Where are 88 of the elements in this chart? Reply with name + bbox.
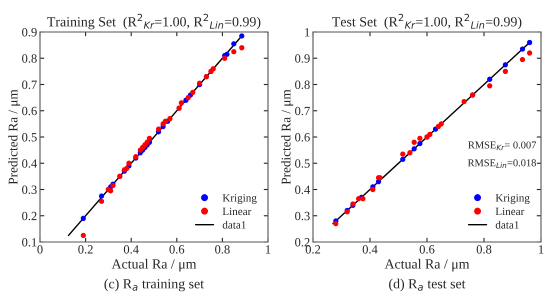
y-tick-label: 0.3: [22, 186, 37, 194]
y-tick-label: 0.7: [22, 80, 37, 90]
chart-title: Test Set (R$^{2}$$_{Kr}$=1.00, R$^{2}$$_{Lin}$=0.99): [332, 14, 522, 30]
point: [502, 62, 508, 68]
y-tick-label: 0.9: [22, 28, 37, 37]
point: [156, 126, 162, 132]
y-tick-label: 0.2: [22, 212, 37, 220]
annotation: RMSE$_{Kr}$= 0.007: [468, 141, 536, 150]
point: [178, 100, 184, 106]
point: [487, 76, 492, 82]
point: [502, 68, 508, 74]
point: [417, 140, 422, 146]
point: [80, 232, 86, 238]
point: [520, 56, 526, 62]
point: [224, 52, 230, 57]
text: (d) R$_{a}$ test set: [389, 278, 466, 292]
point: [356, 196, 362, 202]
y-tick-label: 0.8: [295, 80, 310, 90]
x-tick-label: 0.2: [78, 245, 93, 254]
point: [239, 33, 244, 39]
y-tick-label: 0.9: [295, 54, 310, 63]
point: [80, 216, 86, 221]
point: [108, 188, 114, 194]
point: [231, 41, 236, 46]
point: [527, 50, 532, 56]
legend-label: Kriging: [496, 194, 530, 204]
y-tick-label: 0.5: [22, 133, 37, 142]
y-tick-label: 0.1: [22, 238, 36, 247]
point: [461, 98, 467, 104]
point: [98, 193, 104, 199]
x-tick-label: 0.8: [215, 245, 230, 254]
point: [239, 45, 244, 50]
point: [407, 150, 412, 156]
point: [520, 46, 526, 52]
text: (c) R$_{a}$ training set: [104, 278, 204, 292]
point: [126, 160, 132, 166]
point: [210, 66, 216, 72]
point: [144, 140, 150, 145]
x-tick-label: 0: [37, 245, 43, 254]
point: [400, 156, 406, 162]
point: [146, 136, 152, 141]
x-axis-title: Actual Ra / μm: [384, 258, 470, 272]
x-tick-label: 0.4: [124, 245, 139, 254]
point: [98, 198, 104, 204]
y-axis-title: Predicted Ra / μm: [8, 90, 20, 184]
y-tick-label: 0.3: [295, 212, 310, 220]
legend-label: Linear: [222, 208, 252, 216]
x-tick-label: 1: [538, 245, 544, 254]
y-tick-label: 1: [305, 28, 310, 36]
annotation: RMSE$_{Lin}$=0.018: [468, 159, 536, 168]
x-tick-label: 0.6: [420, 245, 434, 254]
legend-label: Kriging: [222, 194, 257, 204]
point: [427, 132, 432, 137]
point: [162, 118, 168, 124]
y-tick-label: 0.8: [22, 54, 37, 63]
x-tick-label: 1: [266, 245, 270, 254]
point: [412, 146, 417, 152]
legend-label: Linear: [496, 208, 524, 216]
point: [190, 90, 196, 95]
point: [167, 116, 173, 122]
point: [124, 166, 130, 172]
x-tick-label: 0.8: [476, 245, 492, 254]
y-tick-label: 0.6: [295, 133, 310, 142]
point: [527, 40, 532, 46]
y-tick-label: 0.7: [295, 106, 310, 116]
y-tick-label: 0.6: [22, 106, 37, 116]
point: [438, 121, 444, 126]
y-tick-label: 0.4: [22, 159, 38, 168]
legend-label: data1: [496, 220, 519, 229]
y-axis-title: Predicted Ra / μm: [281, 90, 294, 184]
x-tick-label: 0.6: [169, 245, 184, 254]
point: [222, 56, 228, 61]
point: [231, 49, 236, 54]
point: [400, 151, 406, 157]
point: [487, 83, 492, 88]
point: [370, 186, 376, 192]
chart-title: Training Set (R$^{2}$$_{Kr}$=1.00, R$^{2}$$_{Lin}$=0.99): [47, 14, 260, 30]
legend-label: data1: [222, 220, 246, 229]
x-tick-label: 0.4: [362, 245, 378, 254]
y-tick-label: 0.5: [295, 159, 310, 168]
y-tick-label: 0.2: [295, 238, 310, 247]
point: [417, 136, 422, 141]
point: [186, 95, 191, 100]
x-axis-title: Actual Ra / μm: [112, 258, 196, 272]
point: [333, 221, 338, 226]
y-tick-label: 0.4: [295, 186, 310, 194]
x-tick-label: 0.2: [306, 245, 320, 254]
point: [412, 140, 417, 145]
